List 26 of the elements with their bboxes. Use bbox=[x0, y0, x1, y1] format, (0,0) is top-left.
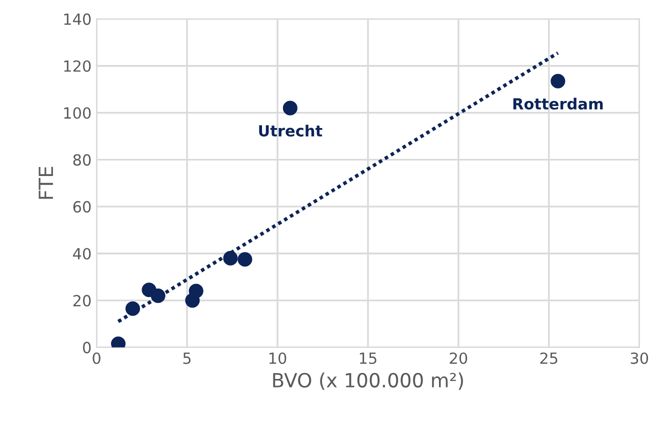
x-tick-label: 25 bbox=[540, 352, 558, 364]
y-tick-label: 140 bbox=[64, 13, 91, 25]
annotation: Utrecht bbox=[259, 124, 322, 137]
x-tick-label: 30 bbox=[630, 352, 648, 364]
point bbox=[150, 288, 166, 304]
y-tick-label: 20 bbox=[73, 294, 91, 306]
y-tick-label: 120 bbox=[64, 60, 91, 72]
y-tick-label: 40 bbox=[73, 248, 91, 260]
x-tick-label: 10 bbox=[269, 352, 286, 364]
x-tick-label: 15 bbox=[360, 352, 376, 364]
point bbox=[188, 284, 204, 298]
point bbox=[125, 301, 140, 316]
annotation: Rotterdam bbox=[513, 98, 603, 110]
y-tick-label: 100 bbox=[64, 107, 91, 119]
point bbox=[282, 100, 298, 116]
y-tick-label: 0 bbox=[82, 342, 91, 354]
x-tick-label: 20 bbox=[450, 352, 468, 364]
x-tick-label: 5 bbox=[183, 352, 191, 364]
point bbox=[238, 252, 252, 267]
y-tick-label: 60 bbox=[73, 201, 91, 213]
x-axis-title: BVO (x 100.000 m²) bbox=[273, 372, 463, 390]
x-tick-label: 0 bbox=[92, 352, 100, 364]
y-axis-title: FTE bbox=[38, 166, 53, 199]
y-tick-label: 80 bbox=[73, 154, 91, 166]
point bbox=[550, 74, 566, 88]
point bbox=[223, 250, 238, 266]
